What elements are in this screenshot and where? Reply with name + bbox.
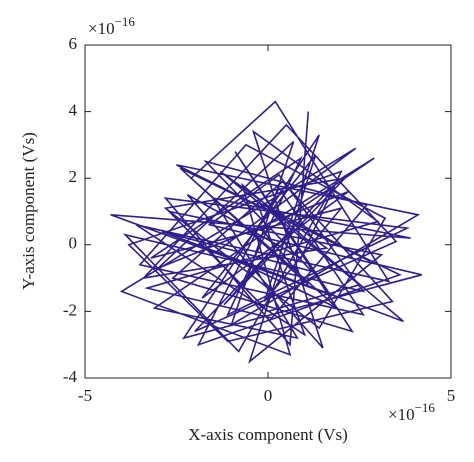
multiplier-power: −16 xyxy=(115,14,136,29)
y-tick-label: -2 xyxy=(63,300,77,319)
x-axis-label: X-axis component (Vs) xyxy=(188,425,348,444)
y-tick-label: 0 xyxy=(69,234,78,253)
x-tick-label: -5 xyxy=(78,386,92,405)
y-multiplier: ×10−16 xyxy=(88,14,135,38)
multiplier-power: −16 xyxy=(415,400,436,415)
y-tick-label: -4 xyxy=(63,367,78,386)
x-tick-label: 0 xyxy=(264,386,273,405)
multiplier-base: ×10 xyxy=(388,405,415,424)
x-tick-label: 5 xyxy=(447,386,456,405)
y-axis-label: Y-axis component (Vs) xyxy=(19,132,38,290)
x-multiplier: ×10−16 xyxy=(388,400,435,424)
y-tick-label: 2 xyxy=(69,167,78,186)
data-line xyxy=(110,100,422,364)
y-tick-label: 4 xyxy=(69,101,78,120)
multiplier-base: ×10 xyxy=(88,19,115,38)
y-tick-label: 6 xyxy=(69,34,78,53)
